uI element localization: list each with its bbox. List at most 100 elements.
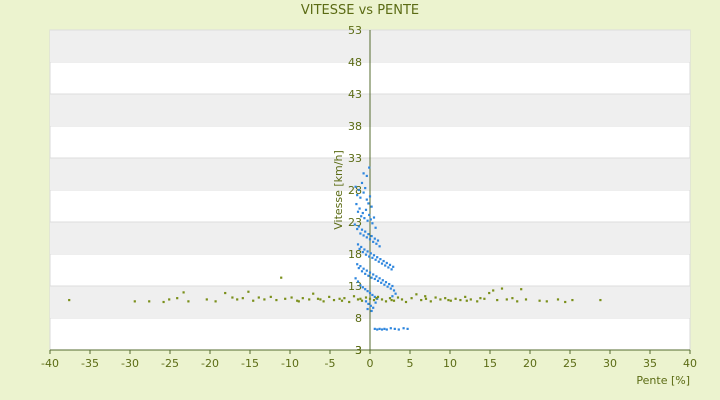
data-point [269, 295, 272, 298]
data-point [370, 205, 373, 208]
data-point [377, 260, 380, 263]
x-tick-label: -35 [81, 357, 99, 370]
data-point [479, 297, 482, 300]
data-point [366, 250, 369, 253]
data-point [370, 276, 373, 279]
x-tick-label: 15 [483, 357, 497, 370]
data-point [516, 300, 519, 303]
data-point [356, 263, 359, 266]
data-point [370, 309, 373, 313]
data-point [383, 327, 386, 330]
data-point [354, 185, 357, 188]
data-point [356, 298, 360, 301]
data-point [284, 297, 287, 300]
data-point [511, 297, 514, 300]
data-point [397, 328, 400, 331]
x-tick-label: -25 [161, 357, 179, 370]
data-point [392, 299, 396, 302]
data-point [365, 236, 368, 239]
data-point [361, 250, 364, 254]
data-point [328, 295, 331, 298]
data-point [364, 208, 368, 211]
data-point [361, 211, 364, 215]
data-point [364, 272, 367, 275]
data-point [332, 298, 336, 302]
data-point [424, 297, 428, 300]
data-point [340, 299, 344, 302]
data-point [231, 296, 234, 299]
data-point [376, 256, 379, 259]
data-point [390, 268, 393, 271]
data-point [360, 299, 364, 302]
chart-title: VITESSE vs PENTE [301, 3, 419, 18]
data-point [376, 328, 379, 331]
data-point [476, 300, 479, 303]
y-tick-label: 48 [348, 56, 362, 69]
data-point [492, 289, 495, 292]
data-point [162, 300, 165, 304]
data-point [545, 300, 548, 303]
data-point [362, 191, 365, 194]
data-point [247, 290, 250, 293]
data-point [378, 277, 381, 280]
data-point [363, 248, 366, 251]
data-point [362, 172, 365, 175]
data-point [368, 297, 372, 300]
data-point [505, 298, 508, 301]
data-point [376, 279, 380, 282]
x-tick-label: 40 [683, 357, 697, 370]
data-point [381, 279, 384, 282]
data-point [364, 186, 367, 190]
data-point [308, 298, 311, 301]
data-point [410, 297, 413, 300]
data-point [375, 297, 378, 300]
data-point [372, 306, 375, 309]
x-tick-label: 25 [563, 357, 577, 370]
x-tick-label: -5 [325, 357, 336, 370]
data-point [372, 240, 375, 243]
data-point [363, 217, 366, 220]
data-point [354, 277, 357, 280]
x-tick-label: -15 [241, 357, 259, 370]
data-point [387, 266, 390, 269]
data-point [360, 228, 364, 231]
data-point [404, 300, 408, 304]
data-point [357, 188, 360, 192]
data-point [364, 300, 368, 303]
data-point [370, 234, 373, 238]
data-point [365, 269, 368, 272]
data-point [356, 210, 360, 213]
data-point [391, 295, 394, 298]
data-point [374, 258, 377, 261]
data-point [369, 218, 372, 221]
data-point [348, 300, 351, 304]
data-point [338, 297, 341, 300]
data-point [368, 195, 372, 198]
x-tick-label: 5 [407, 357, 414, 370]
y-tick-label: 43 [348, 88, 362, 101]
data-point [368, 238, 372, 241]
data-point [365, 198, 368, 201]
data-point [374, 301, 377, 304]
data-point [360, 215, 363, 218]
data-point [444, 297, 447, 300]
data-point [367, 274, 370, 277]
data-point [376, 239, 380, 242]
x-tick-label: -30 [121, 357, 139, 370]
data-point [356, 194, 359, 197]
data-point [372, 298, 376, 302]
data-point [388, 263, 392, 266]
data-point [389, 287, 392, 290]
y-tick-label: 3 [355, 344, 362, 357]
data-point [379, 258, 382, 261]
data-point [362, 234, 365, 237]
data-point [388, 297, 392, 300]
data-point [214, 300, 217, 303]
data-point [319, 298, 322, 301]
data-point [356, 227, 359, 231]
data-point [360, 245, 363, 249]
data-point [224, 291, 227, 295]
data-point [469, 298, 472, 301]
data-point [312, 292, 315, 295]
